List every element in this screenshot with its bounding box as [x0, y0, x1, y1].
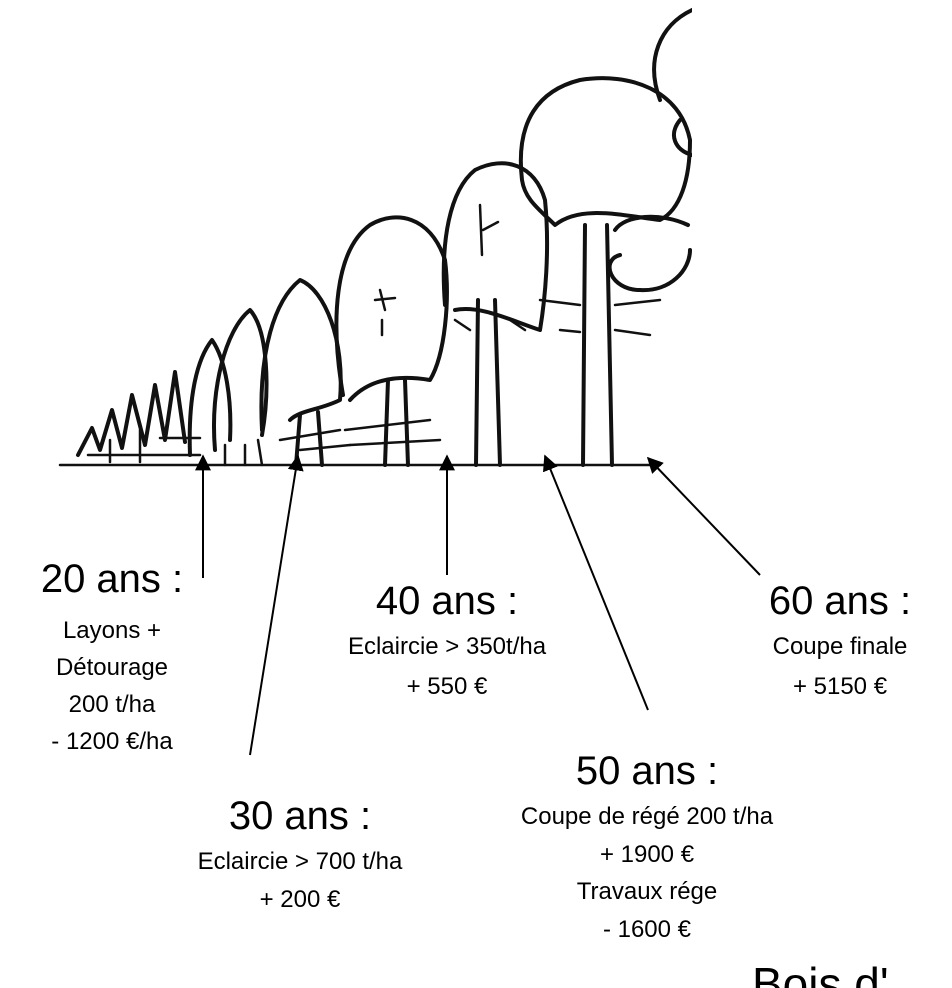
stage-line: Coupe finale	[773, 633, 908, 660]
stage-age: 40 ans :	[376, 579, 518, 623]
stage-line: Travaux rége	[577, 878, 718, 905]
stage-age: 20 ans :	[41, 557, 183, 601]
stage-line: Eclaircie > 350t/ha	[348, 633, 547, 660]
stage-line: + 5150 €	[793, 673, 888, 700]
stage-line: 200 t/ha	[69, 691, 156, 718]
stage-age: 50 ans :	[576, 749, 718, 793]
stage-age: 30 ans :	[229, 794, 371, 838]
arrow	[542, 454, 649, 711]
stage-line: + 550 €	[407, 673, 488, 700]
arrow	[646, 456, 761, 576]
stage-line: + 1900 €	[600, 841, 695, 868]
stage-line: Coupe de régé 200 t/ha	[521, 803, 774, 830]
stage-line: Détourage	[56, 654, 168, 681]
stage-line: - 1600 €	[603, 916, 692, 943]
footer-title: Bois d'	[752, 958, 889, 988]
stage-line: + 200 €	[260, 886, 341, 913]
stage-line: - 1200 €/ha	[51, 728, 173, 755]
stage-age: 60 ans :	[769, 579, 911, 623]
tree-sketch	[58, 8, 692, 467]
arrow	[249, 454, 304, 756]
stage-line: Eclaircie > 700 t/ha	[198, 848, 403, 875]
stage-line: Layons +	[63, 617, 161, 644]
